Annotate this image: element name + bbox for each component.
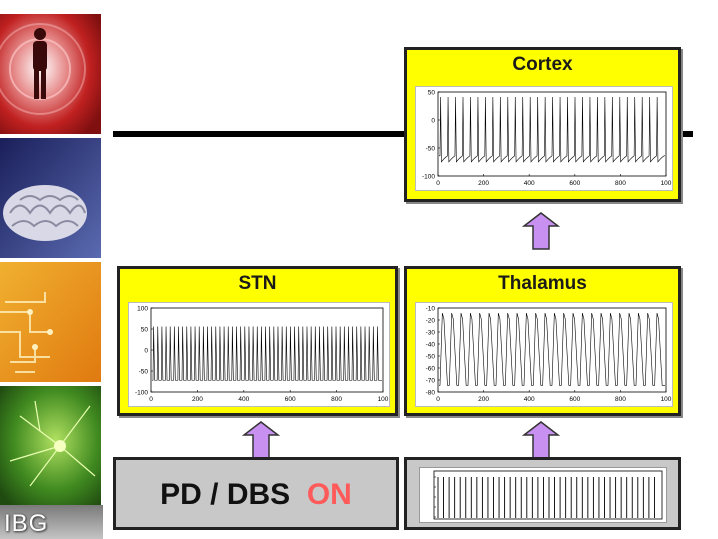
x-tick-label: 100 [378, 396, 389, 403]
x-tick-label: 400 [524, 180, 535, 187]
y-tick-label: -70 [426, 378, 436, 385]
dbs-pulse-plot [419, 467, 667, 523]
y-tick-label: -30 [426, 330, 436, 337]
stn-title: STN [238, 273, 277, 294]
pd-dbs-status-text: PD / DBS ON [116, 478, 396, 512]
y-tick-label: -80 [426, 390, 436, 397]
x-tick-label: 0 [436, 180, 440, 187]
arrow-thalamus-to-cortex [522, 212, 560, 250]
y-tick-label: 50 [428, 90, 436, 97]
x-tick-label: 200 [478, 180, 489, 187]
pd-dbs-status-box: PD / DBS ON [113, 457, 399, 530]
thalamus-plot: -10 -20 -30 -40 -50 -60 -70 -80 0 200 400 600 800 100 [415, 302, 673, 407]
dbs-pulse-chart [433, 470, 663, 520]
thalamus-box: Thalamus -10 -20 -30 -40 -50 -60 -70 -80 0 200 400… [404, 266, 681, 416]
y-tick-label: -50 [139, 369, 149, 376]
arrow-input-to-stn [242, 421, 280, 459]
neuron-image [0, 386, 101, 506]
voltage-trace [439, 97, 665, 163]
thalamus-title: Thalamus [498, 273, 587, 294]
x-tick-label: 400 [524, 396, 535, 403]
logo-background [0, 505, 103, 539]
brain-image [0, 138, 101, 258]
plot-frame [437, 91, 667, 177]
y-tick-label: -100 [135, 390, 148, 397]
x-tick-label: 800 [331, 396, 342, 403]
y-tick-label: -60 [426, 366, 436, 373]
x-tick-label: 0 [436, 396, 440, 403]
y-tick-label: 50 [141, 327, 149, 334]
y-tick-label: -20 [426, 318, 436, 325]
cortex-box: Cortex 50 0 -50 -100 0 200 400 600 800 100 [404, 47, 681, 202]
stn-plot: 100 50 0 -50 -100 0 200 400 600 800 100 [128, 302, 390, 407]
ibg-logo: IBG [4, 510, 49, 537]
x-tick-label: 600 [285, 396, 296, 403]
x-tick-label: 100 [661, 180, 672, 187]
y-tick-label: -40 [426, 342, 436, 349]
cortex-plot: 50 0 -50 -100 0 200 400 600 800 100 [415, 86, 673, 191]
x-tick-label: 800 [615, 180, 626, 187]
x-tick-label: 200 [478, 396, 489, 403]
y-tick-label: -50 [426, 354, 436, 361]
dbs-pulse-box [404, 457, 681, 530]
plot-frame [437, 307, 667, 393]
x-tick-label: 800 [615, 396, 626, 403]
thalamus-trace-chart: -10 -20 -30 -40 -50 -60 -70 -800 200 400 600 800 100 [426, 306, 672, 404]
x-tick-label: 400 [238, 396, 249, 403]
y-tick-label: -50 [426, 146, 436, 153]
y-tick-label: -100 [422, 174, 435, 181]
cortex-title: Cortex [512, 54, 573, 75]
stn-box: STN 100 50 0 -50 -100 0 200 400 600 800 100 [117, 266, 398, 416]
x-tick-label: 0 [149, 396, 153, 403]
x-tick-label: 600 [569, 180, 580, 187]
dbs-on-label: ON [306, 478, 352, 511]
pd-dbs-label: PD / DBS [160, 478, 291, 511]
voltage-trace [152, 326, 382, 381]
y-tick-label: 0 [431, 118, 435, 125]
y-tick-label: -10 [426, 306, 436, 313]
circuit-board-image [0, 262, 101, 382]
voltage-trace [439, 312, 665, 386]
x-tick-label: 600 [569, 396, 580, 403]
x-tick-label: 200 [192, 396, 203, 403]
sidebar: IBG [0, 0, 103, 539]
dbs-plot-frame [433, 470, 663, 520]
arrow-input-to-thalamus [522, 421, 560, 459]
separator-line [113, 131, 693, 137]
y-tick-label: 0 [144, 348, 148, 355]
person-silhouette-image [0, 14, 101, 134]
y-tick-label: 100 [137, 306, 148, 313]
x-tick-label: 100 [661, 396, 672, 403]
